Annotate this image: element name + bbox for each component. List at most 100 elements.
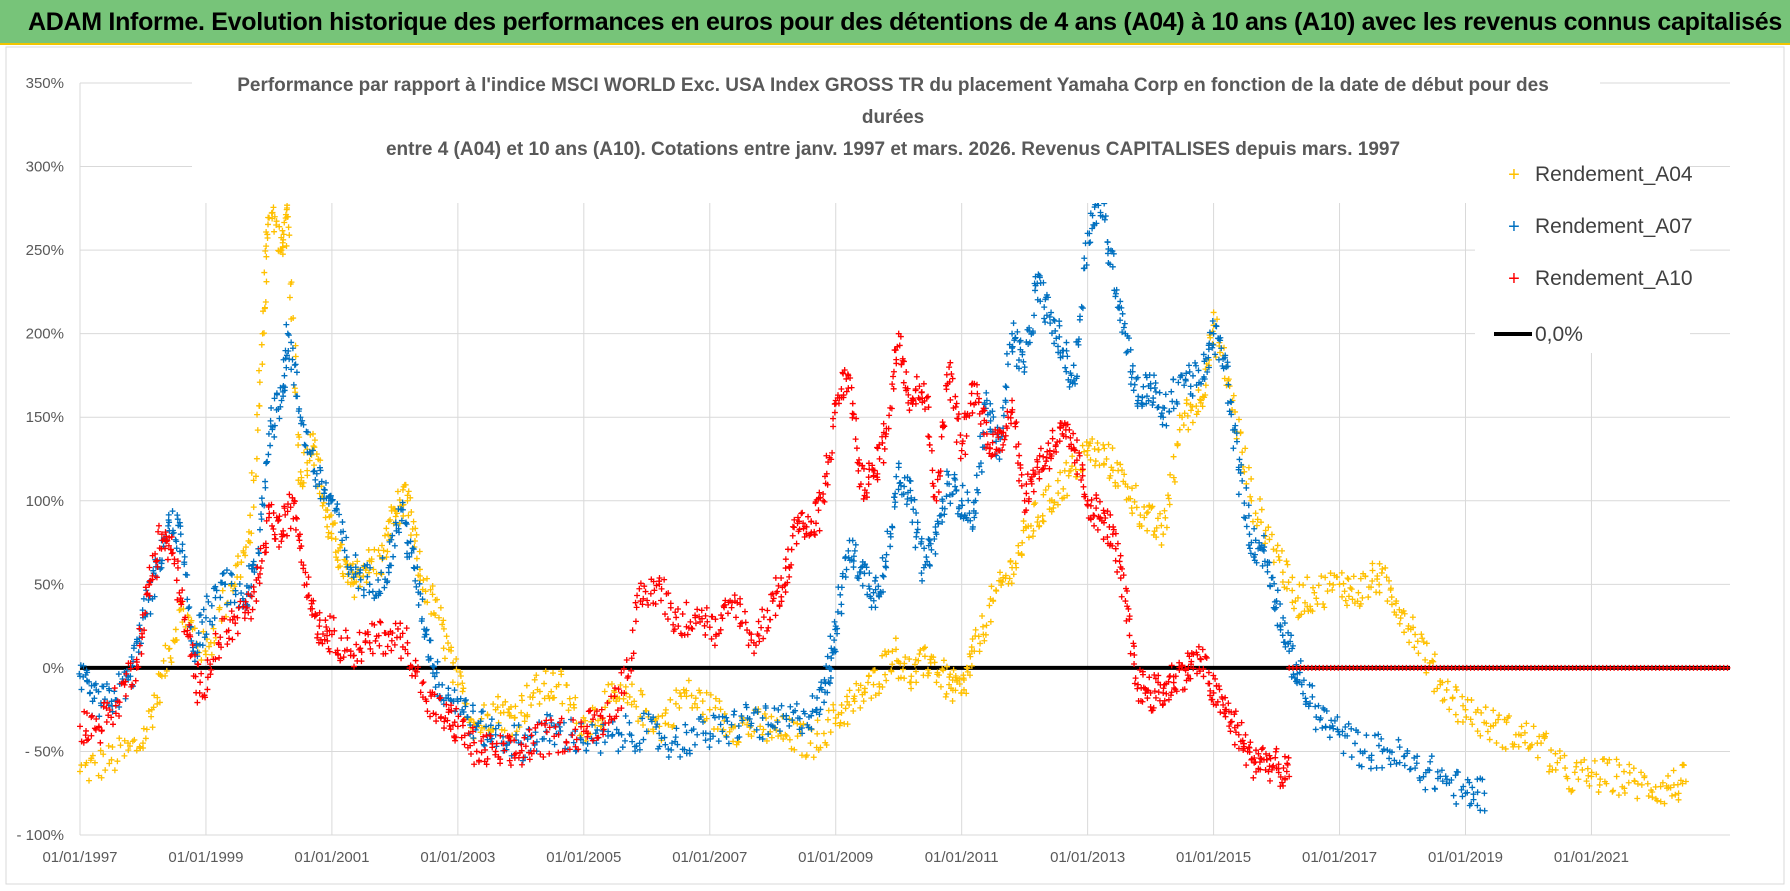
point-a10 [1122,598,1129,605]
point-a10 [1118,593,1125,600]
point-a04 [1129,485,1136,492]
point-a07 [1160,414,1167,421]
point-a04 [1266,536,1273,543]
point-a10 [412,657,419,664]
point-a10 [89,712,96,719]
point-a04 [1462,706,1469,713]
point-a04 [1441,696,1448,703]
point-a07 [941,505,948,512]
point-a07 [778,702,785,709]
point-a04 [1657,783,1664,790]
point-a07 [650,714,657,721]
data-points [76,188,1731,814]
point-a04 [1125,495,1132,502]
point-a10 [683,599,690,606]
point-a10 [353,641,360,648]
point-a04 [432,612,439,619]
point-a04 [1069,453,1076,460]
point-a04 [117,742,124,749]
point-a04 [1161,507,1168,514]
point-a04 [1649,794,1656,801]
point-a10 [698,607,705,614]
point-a04 [454,681,461,688]
point-a10 [225,627,232,634]
point-a04 [285,224,292,231]
point-a10 [605,719,612,726]
point-a07 [366,589,373,596]
point-a07 [838,610,845,617]
point-a04 [925,670,932,677]
point-a07 [1474,789,1481,796]
point-a10 [925,433,932,440]
point-a10 [921,397,928,404]
point-a07 [1155,403,1162,410]
point-a07 [1251,551,1258,558]
point-a10 [112,710,119,717]
point-a07 [431,673,438,680]
point-a10 [316,623,323,630]
point-a04 [427,586,434,593]
point-a07 [615,748,622,755]
point-a04 [208,651,215,658]
point-a04 [1609,788,1616,795]
point-a04 [368,558,375,565]
point-a07 [345,571,352,578]
point-a10 [493,740,500,747]
point-a07 [1375,731,1382,738]
point-a07 [284,330,291,337]
point-a04 [1157,510,1164,517]
point-a04 [1606,756,1613,763]
point-a04 [1506,713,1513,720]
point-a10 [280,531,287,538]
point-a04 [1118,467,1125,474]
point-a07 [280,393,287,400]
point-a04 [1015,549,1022,556]
point-a04 [1193,403,1200,410]
point-a10 [706,624,713,631]
point-a07 [1048,309,1055,316]
point-a10 [625,673,632,680]
point-a04 [688,692,695,699]
point-a10 [658,597,665,604]
chart-legend: + Rendement_A04 + Rendement_A07 + Rendem… [1475,143,1693,353]
point-a10 [1184,672,1191,679]
point-a04 [412,525,419,532]
point-a10 [712,633,719,640]
point-a07 [960,515,967,522]
point-a04 [422,588,429,595]
point-a04 [1530,723,1537,730]
point-a04 [1641,773,1648,780]
point-a04 [1249,518,1256,525]
point-a04 [1279,578,1286,585]
point-a07 [746,715,753,722]
point-a04 [172,626,179,633]
point-a04 [571,704,578,711]
point-a10 [461,732,468,739]
point-a07 [100,683,107,690]
point-a10 [256,580,263,587]
point-a07 [1444,776,1451,783]
point-a10 [850,411,857,418]
point-a07 [281,372,288,379]
point-a10 [764,607,771,614]
point-a07 [808,725,815,732]
point-a07 [203,631,210,638]
point-a07 [184,596,191,603]
point-a04 [1518,732,1525,739]
point-a07 [80,662,87,669]
point-a04 [1124,483,1131,490]
point-a04 [908,673,915,680]
point-a10 [1266,752,1273,759]
point-a04 [830,701,837,708]
performance-scatter-chart: - 100%- 50%0%50%100%150%200%250%300%350%… [5,46,1785,885]
point-a04 [145,708,152,715]
point-a07 [976,463,983,470]
point-a04 [838,709,845,716]
point-a04 [1254,516,1261,523]
point-a10 [152,558,159,565]
point-a10 [552,723,559,730]
point-a04 [1376,581,1383,588]
point-a10 [983,430,990,437]
point-a10 [1002,432,1009,439]
point-a04 [1289,599,1296,606]
